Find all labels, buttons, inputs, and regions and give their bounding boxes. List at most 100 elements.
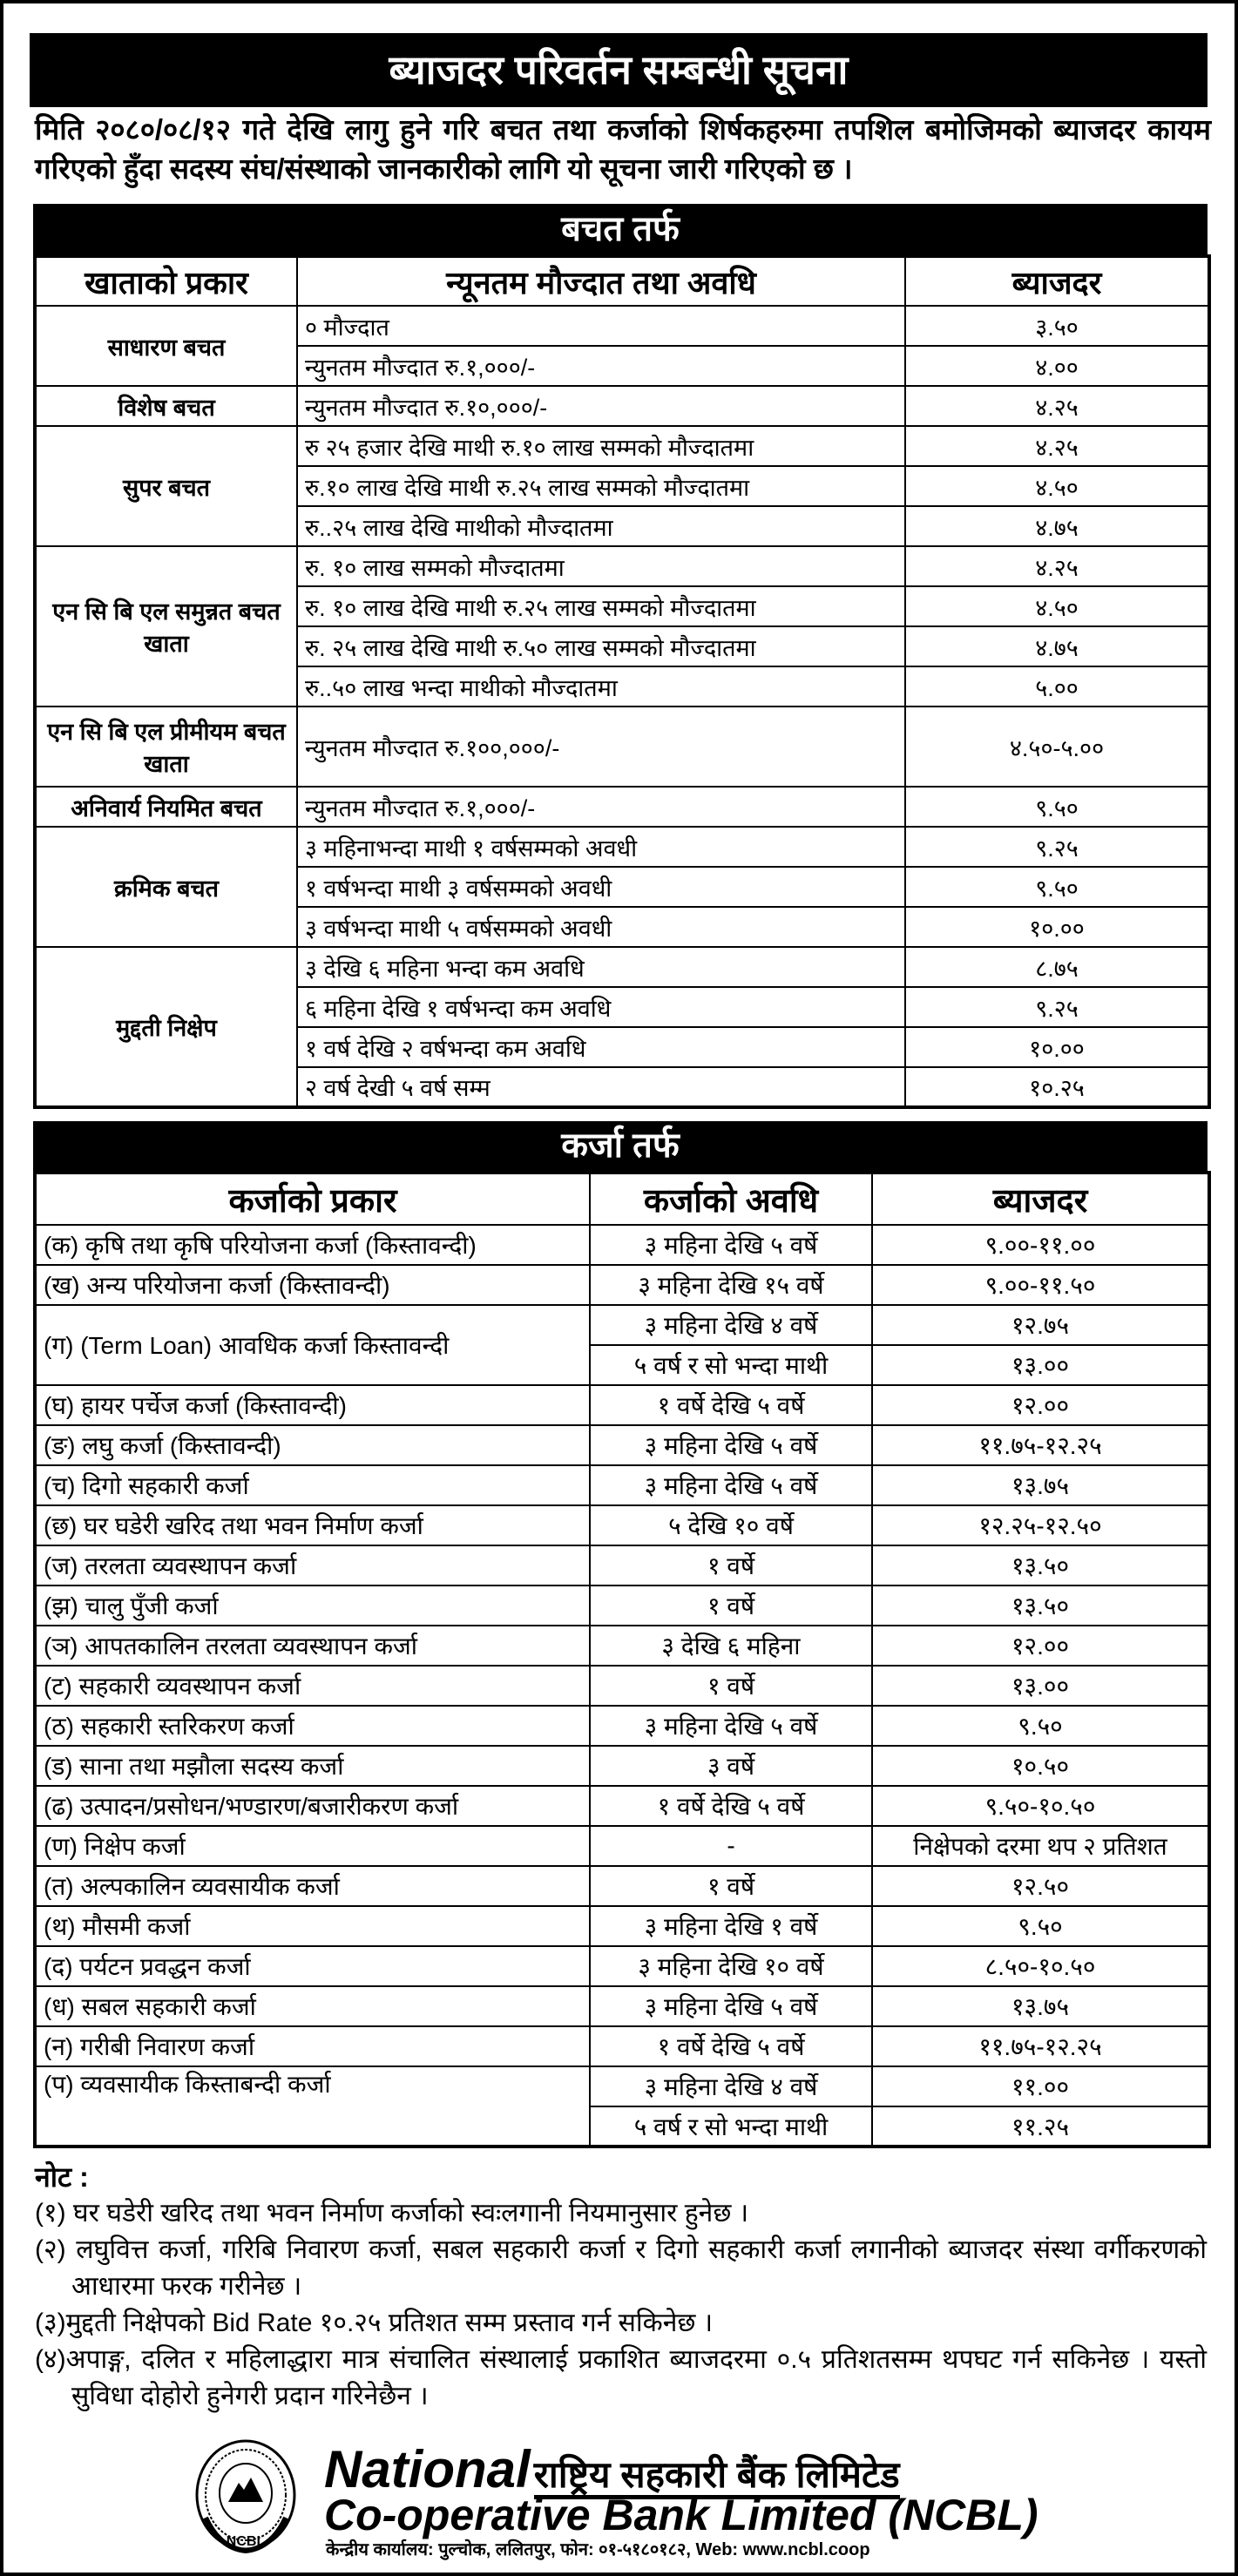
row-type: मुद्दती निक्षेप <box>34 946 298 1108</box>
row-rate: ९.००-११.०० <box>871 1224 1210 1266</box>
table-row: (ड) साना तथा मझौला सदस्य कर्जा ३ वर्षे १०.… <box>34 1745 1210 1787</box>
row-description: ३ वर्षभन्दा माथी ५ वर्षसम्मको अवधी <box>296 906 906 948</box>
row-rate: १२.०० <box>871 1625 1210 1667</box>
row-term: १ वर्षे <box>589 1665 873 1707</box>
row-type: (त) अल्पकालिन व्यवसायीक कर्जा <box>34 1865 591 1907</box>
svg-text:NCBL: NCBL <box>227 2534 266 2549</box>
row-term: ३ महिना देखि ५ वर्षे <box>589 1224 873 1266</box>
row-rate: १३.५० <box>871 1545 1210 1586</box>
row-term: १ वर्षे देखि ५ वर्षे <box>589 1785 873 1827</box>
bank-name-line2: Co-operative Bank Limited (NCBL) <box>324 2491 1038 2539</box>
row-type: (ग) (Term Loan) आवधिक कर्जा किस्तावन्दी <box>34 1304 591 1386</box>
savings-heading: बचत तर्फ <box>33 204 1208 254</box>
row-description: न्युनतम मौज्दात रु.१,०००/- <box>296 786 906 828</box>
bank-address: केन्द्रीय कार्यालय: पुल्चोक, ललितपुर, फो… <box>326 2540 870 2559</box>
table-row: क्रमिक बचत ३ महिनाभन्दा माथी १ वर्षसम्मको… <box>34 826 1210 948</box>
row-rate: १२.०० <box>871 1384 1210 1426</box>
bank-name-line1: Nationalराष्ट्रिय सहकारी बैंक लिमिटेड <box>324 2440 900 2499</box>
row-type: (न) गरीबी निवारण कर्जा <box>34 2025 591 2067</box>
row-term: ३ महिना देखि ५ वर्षे <box>589 1424 873 1466</box>
row-type: (प) व्यवसायीक किस्ताबन्दी कर्जा <box>34 2066 591 2147</box>
row-description: न्युनतम मौज्दात रु.१००,०००/- <box>296 706 906 788</box>
row-description: रु २५ हजार देखि माथी रु.१० लाख सम्मको मौ… <box>296 425 906 467</box>
row-type: (घ) हायर पर्चेज कर्जा (किस्तावन्दी) <box>34 1384 591 1426</box>
table-row: (थ) मौसमी कर्जा ३ महिना देखि १ वर्षे ९.५० <box>34 1905 1210 1947</box>
row-term: ५ वर्ष र सो भन्दा माथी <box>589 1344 873 1386</box>
table-row: ५ वर्ष र सो भन्दा माथी १३.०० <box>35 1344 1210 1386</box>
row-rate: ९.५० <box>904 866 1210 908</box>
row-type: (च) दिगो सहकारी कर्जा <box>34 1464 591 1506</box>
table-row: (त) अल्पकालिन व्यवसायीक कर्जा १ वर्षे १२.५… <box>34 1865 1210 1907</box>
table-row: (ग) (Term Loan) आवधिक कर्जा किस्तावन्दी ३… <box>34 1304 1210 1386</box>
row-description: रु. २५ लाख देखि माथी रु.५० लाख सम्मको मौ… <box>296 625 906 667</box>
row-term: ३ महिना देखि ४ वर्षे <box>589 1304 873 1346</box>
bank-name-nepali: राष्ट्रिय सहकारी बैंक लिमिटेड <box>533 2454 900 2499</box>
table-row: विशेष बचत न्युनतम मौज्दात रु.१०,०००/- ४.२५ <box>34 385 1210 427</box>
row-description: रु.१० लाख देखि माथी रु.२५ लाख सम्मको मौज… <box>296 465 906 507</box>
row-rate: ४.०० <box>904 345 1210 387</box>
table-row: (ट) सहकारी व्यवस्थापन कर्जा १ वर्षे १३.०० <box>34 1665 1210 1707</box>
row-description: रु. १० लाख देखि माथी रु.२५ लाख सम्मको मौ… <box>296 585 906 627</box>
row-type: (थ) मौसमी कर्जा <box>34 1905 591 1947</box>
row-rate: ११.७५-१२.२५ <box>871 1424 1210 1466</box>
row-rate: ५.०० <box>904 666 1210 707</box>
row-type: (ढ) उत्पादन/प्रसोधन/भण्डारण/बजारीकरण कर्… <box>34 1785 591 1827</box>
table-row: अनिवार्य नियमित बचत न्युनतम मौज्दात रु.१,… <box>34 786 1210 828</box>
row-rate: ९.५० <box>871 1705 1210 1747</box>
table-row: (ज) तरलता व्यवस्थापन कर्जा १ वर्षे १३.५० <box>34 1545 1210 1586</box>
table-row: (ण) निक्षेप कर्जा - निक्षेपको दरमा थप २ प्… <box>34 1825 1210 1867</box>
row-term: १ वर्षे देखि ५ वर्षे <box>589 2025 873 2067</box>
row-term: ३ महिना देखि ५ वर्षे <box>589 1464 873 1506</box>
table-row: साधारण बचत ० मौज्दात ३.५० <box>34 305 1210 387</box>
row-term: ३ देखि ६ महिना <box>589 1625 873 1667</box>
row-rate: ४.२५ <box>904 425 1210 467</box>
row-type: साधारण बचत <box>34 305 298 387</box>
row-rate: ४.७५ <box>904 505 1210 547</box>
row-term: ३ महिना देखि १० वर्षे <box>589 1945 873 1987</box>
row-description: १ वर्ष देखि २ वर्षभन्दा कम अवधि <box>296 1026 906 1068</box>
row-type: (ङ) लघु कर्जा (किस्तावन्दी) <box>34 1424 591 1466</box>
row-type: (ज) तरलता व्यवस्थापन कर्जा <box>34 1545 591 1586</box>
row-type: (क) कृषि तथा कृषि परियोजना कर्जा (किस्ता… <box>34 1224 591 1266</box>
table-row: (न) गरीबी निवारण कर्जा १ वर्षे देखि ५ वर्… <box>34 2025 1210 2067</box>
row-rate: १२.५० <box>871 1865 1210 1907</box>
table-row: रु. २५ लाख देखि माथी रु.५० लाख सम्मको मौ… <box>35 625 1210 667</box>
row-description: १ वर्षभन्दा माथी ३ वर्षसम्मको अवधी <box>296 866 906 908</box>
row-term: १ वर्षे <box>589 1545 873 1586</box>
row-rate: ४.५०-५.०० <box>904 706 1210 788</box>
row-rate: ११.२५ <box>871 2106 1210 2147</box>
loans-heading: कर्जा तर्फ <box>33 1121 1208 1171</box>
notes-heading: नोट : <box>35 2161 89 2193</box>
table-row: रु..२५ लाख देखि माथीको मौज्दातमा ४.७५ <box>35 505 1210 547</box>
loans-table: कर्जाको प्रकार कर्जाको अवधि ब्याजदर (क) … <box>33 1171 1211 2148</box>
table-row: (झ) चालु पुँजी कर्जा १ वर्षे १३.५० <box>34 1585 1210 1626</box>
row-term: १ वर्षे <box>589 1585 873 1626</box>
table-row: (छ) घर घडेरी खरिद तथा भवन निर्माण कर्जा ५… <box>34 1504 1210 1546</box>
col-rate: ब्याजदर <box>904 255 1210 307</box>
row-rate: १०.२५ <box>904 1066 1210 1108</box>
row-term: - <box>589 1825 873 1867</box>
savings-table: खाताको प्रकार न्यूनतम मौज्दात तथा अवधि ब… <box>33 254 1211 1109</box>
table-row: (ख) अन्य परियोजना कर्जा (किस्तावन्दी) ३ म… <box>34 1264 1210 1306</box>
row-rate: ११.०० <box>871 2066 1210 2107</box>
row-description: ६ महिना देखि १ वर्षभन्दा कम अवधि <box>296 986 906 1028</box>
row-rate: ८.७५ <box>904 946 1210 988</box>
row-rate: ९.५०-१०.५० <box>871 1785 1210 1827</box>
table-row: (प) व्यवसायीक किस्ताबन्दी कर्जा ३ महिना द… <box>34 2066 1210 2147</box>
row-description: रु..२५ लाख देखि माथीको मौज्दातमा <box>296 505 906 547</box>
row-term: १ वर्षे देखि ५ वर्षे <box>589 1384 873 1426</box>
table-row: रु. १० लाख देखि माथी रु.२५ लाख सम्मको मौ… <box>35 585 1210 627</box>
row-type: (द) पर्यटन प्रवद्धन कर्जा <box>34 1945 591 1987</box>
row-rate: ८.५०-१०.५० <box>871 1945 1210 1987</box>
row-rate: ३.५० <box>904 305 1210 347</box>
row-type: (ण) निक्षेप कर्जा <box>34 1825 591 1867</box>
table-row: २ वर्ष देखी ५ वर्ष सम्म १०.२५ <box>35 1066 1210 1108</box>
row-description: रु. १० लाख सम्मको मौज्दातमा <box>296 545 906 587</box>
row-description: न्युनतम मौज्दात रु.१,०००/- <box>296 345 906 387</box>
row-type: अनिवार्य नियमित बचत <box>34 786 298 828</box>
col-min-balance: न्यूनतम मौज्दात तथा अवधि <box>296 255 906 307</box>
note-item: (१) घर घडेरी खरिद तथा भवन निर्माण कर्जाक… <box>35 2199 749 2228</box>
row-rate: ९.२५ <box>904 826 1210 868</box>
table-row: (घ) हायर पर्चेज कर्जा (किस्तावन्दी) १ वर्… <box>34 1384 1210 1426</box>
row-description: ३ देखि ६ महिना भन्दा कम अवधि <box>296 946 906 988</box>
